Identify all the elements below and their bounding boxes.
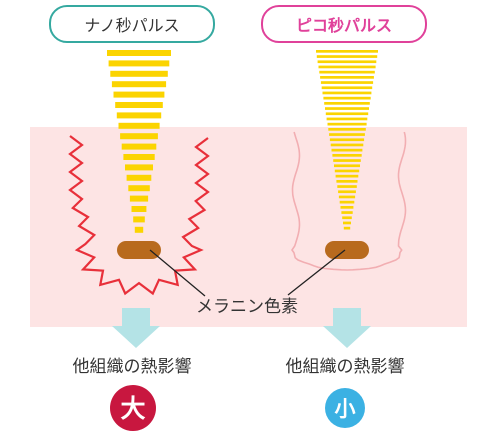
skin-layer: [30, 127, 467, 327]
beam-stripe: [116, 112, 162, 119]
beam-stripe: [316, 50, 378, 53]
beam-stripe: [334, 164, 360, 168]
beam-stripe: [336, 180, 358, 183]
badge-small-circle: [325, 388, 365, 428]
nano-heat-zigzag: [68, 135, 210, 296]
beam-stripe: [113, 91, 165, 98]
beam-stripe: [341, 211, 353, 214]
beam-stripe: [321, 86, 373, 90]
beam-stripe: [320, 81, 374, 84]
beam-stripe: [326, 117, 368, 121]
beam-stripe: [107, 50, 171, 56]
beam-stripe: [115, 102, 163, 108]
beam-stripe: [343, 221, 351, 225]
nano-pulse-label: ナノ秒パルス: [84, 16, 179, 35]
badge-large-text: 大: [120, 394, 145, 423]
beam-stripe: [329, 133, 365, 136]
beam-stripe: [110, 70, 168, 77]
beam-stripe: [319, 70, 375, 74]
down-arrow-right: [323, 308, 371, 348]
beam-stripe: [342, 216, 352, 220]
beam-stripe: [329, 138, 365, 142]
beam-stripe: [131, 206, 147, 212]
beam-stripe: [331, 148, 363, 152]
beam-stripe: [111, 81, 167, 88]
nano-pulse-label-box: [49, 5, 215, 43]
pico-pulse-label-box: [261, 5, 427, 43]
beam-stripe: [335, 174, 359, 178]
beam-stripe: [320, 76, 374, 79]
beam-stripe: [327, 122, 367, 126]
melanin-particle-right: [325, 241, 369, 259]
beam-stripe: [133, 216, 145, 223]
down-arrow-left: [112, 308, 160, 348]
beam-stripe: [325, 112, 369, 116]
beam-stripe: [343, 226, 351, 230]
melanin-label: メラニン色素: [196, 297, 298, 317]
badge-small-text: 小: [335, 397, 356, 421]
beam-stripe: [121, 143, 157, 150]
thermal-effect-label-right: 他組織の熱影響: [286, 357, 405, 377]
beam-stripe: [324, 102, 370, 105]
beam-stripe: [123, 154, 155, 160]
beam-stripe: [340, 206, 354, 209]
thermal-effect-label-left: 他組織の熱影響: [73, 357, 192, 377]
beam-stripe: [118, 122, 160, 129]
beam-stripe: [323, 96, 371, 100]
melanin-particle-left: [117, 241, 161, 259]
nano-laser-beam: [107, 50, 171, 233]
beam-stripe: [108, 60, 170, 67]
beam-stripe: [328, 128, 366, 131]
beam-stripe: [339, 200, 355, 204]
beam-stripe: [330, 143, 364, 147]
beam-stripe: [334, 169, 360, 173]
beam-stripe: [129, 195, 149, 202]
melanin-leader-left: [149, 249, 206, 297]
beam-stripe: [126, 174, 152, 181]
beam-stripe: [338, 195, 356, 199]
beam-stripe: [338, 190, 356, 194]
beam-stripe: [134, 226, 144, 233]
beam-stripe: [120, 133, 158, 140]
beam-stripe: [325, 107, 369, 110]
beam-stripe: [317, 60, 377, 64]
beam-stripe: [318, 65, 376, 69]
beam-stripe: [128, 185, 150, 192]
pico-laser-beam: [316, 50, 378, 230]
beam-stripe: [332, 154, 362, 157]
beam-stripe: [322, 91, 372, 95]
beam-stripe: [337, 185, 357, 188]
melanin-leader-right: [287, 249, 346, 296]
pico-pulse-label: ピコ秒パルス: [296, 16, 392, 35]
badge-large-circle: [110, 385, 156, 431]
beam-stripe: [125, 164, 153, 171]
beam-stripe: [333, 159, 361, 162]
beam-stripe: [316, 55, 378, 58]
pico-heat-wave: [291, 131, 407, 271]
